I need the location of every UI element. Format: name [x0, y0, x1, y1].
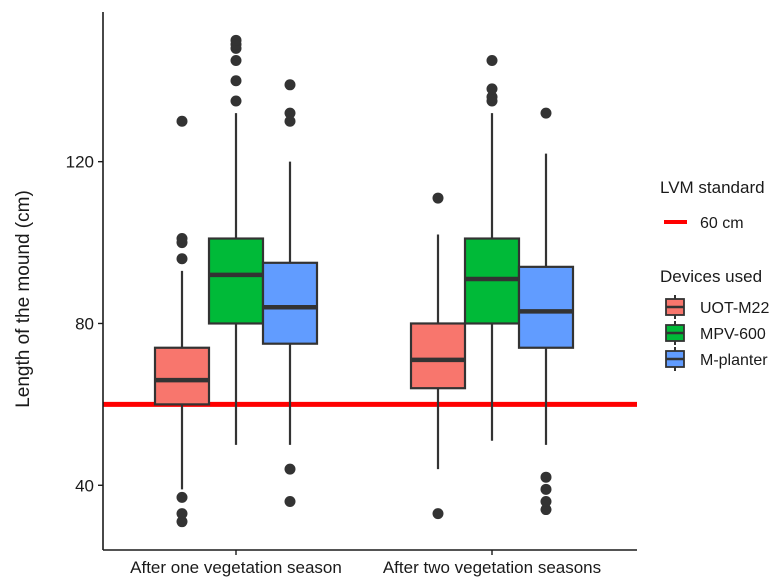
x-category-label: After one vegetation season [130, 558, 342, 577]
outlier-point [230, 95, 242, 107]
box-group [463, 55, 521, 441]
box-group [261, 79, 319, 507]
outlier-point [230, 55, 242, 67]
outlier-point [176, 233, 188, 245]
box [517, 265, 575, 349]
x-category-labels: After one vegetation season After two veg… [130, 550, 601, 577]
outlier-point [540, 504, 552, 516]
legend-item: UOT-M22 [665, 295, 769, 319]
outlier-point [176, 253, 188, 265]
y-axis-label: Length of the mound (cm) [13, 190, 34, 408]
y-ticks: 40 80 120 [66, 153, 103, 495]
box-group [409, 192, 467, 520]
outlier-point [284, 463, 296, 475]
outlier-point [176, 115, 188, 127]
outlier-point [176, 491, 188, 503]
outlier-point [540, 107, 552, 119]
outlier-point [432, 508, 444, 520]
outlier-point [540, 483, 552, 495]
outlier-point [540, 495, 552, 507]
box-group [517, 107, 575, 516]
outlier-point [176, 508, 188, 520]
y-tick-label: 120 [66, 153, 94, 172]
legend-device-items: UOT-M22 MPV-600 M-planter [665, 295, 769, 371]
y-tick-label: 80 [75, 314, 94, 333]
legend-label-reference: 60 cm [700, 215, 744, 232]
outlier-point [432, 192, 444, 204]
y-tick-label: 40 [75, 476, 94, 495]
x-category-label: After two vegetation seasons [383, 558, 601, 577]
box-group [207, 34, 265, 445]
legend-item: M-planter [665, 347, 768, 371]
outlier-point [486, 83, 498, 95]
outlier-point [230, 75, 242, 87]
outlier-point [176, 516, 188, 528]
outlier-point [540, 471, 552, 483]
outlier-point [284, 115, 296, 127]
outlier-point [284, 107, 296, 119]
legend-label: MPV-600 [700, 326, 766, 343]
legend-label: UOT-M22 [700, 300, 769, 317]
legend: LVM standard 60 cm Devices used UOT-M22 M… [660, 178, 769, 371]
box [261, 261, 319, 345]
legend-item: MPV-600 [665, 321, 766, 345]
boxes-layer [153, 34, 575, 528]
outlier-point [284, 79, 296, 91]
outlier-point [230, 34, 242, 46]
outlier-point [486, 55, 498, 67]
box [409, 322, 467, 390]
legend-title-devices: Devices used [660, 267, 762, 286]
box [207, 237, 265, 325]
box-group [153, 115, 211, 528]
legend-title-reference: LVM standard [660, 178, 765, 197]
legend-label: M-planter [700, 352, 768, 369]
outlier-point [486, 91, 498, 103]
box [153, 346, 211, 406]
outlier-point [284, 495, 296, 507]
